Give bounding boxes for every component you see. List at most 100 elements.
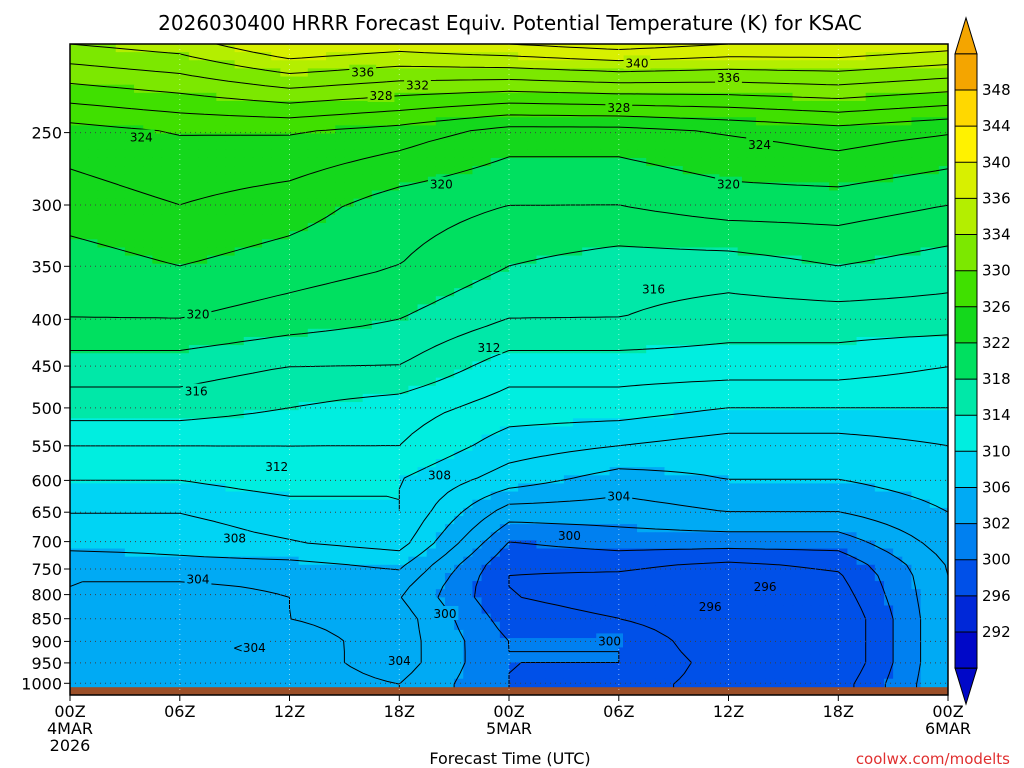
field-cell xyxy=(115,450,126,460)
field-cell xyxy=(938,141,948,151)
field-cell xyxy=(746,166,757,175)
field-cell xyxy=(929,157,940,167)
field-cell xyxy=(88,239,99,249)
field-cell xyxy=(774,206,784,216)
field-cell xyxy=(344,336,355,346)
field-cell xyxy=(97,109,108,118)
field-cell xyxy=(252,442,263,452)
field-cell xyxy=(499,149,510,159)
field-cell xyxy=(115,149,126,159)
field-cell xyxy=(582,125,592,135)
field-cell xyxy=(207,385,217,395)
field-cell xyxy=(774,214,784,224)
field-cell xyxy=(609,369,620,379)
field-cell xyxy=(591,279,602,289)
field-cell xyxy=(783,141,794,151)
field-cell xyxy=(911,109,922,118)
field-cell xyxy=(70,223,80,232)
field-cell xyxy=(664,198,675,208)
field-cell xyxy=(344,239,355,249)
field-cell xyxy=(97,68,108,78)
field-cell xyxy=(481,410,492,419)
field-cell xyxy=(216,109,227,118)
field-cell xyxy=(161,377,172,387)
field-cell xyxy=(792,84,803,94)
field-cell xyxy=(618,353,629,362)
field-cell xyxy=(600,141,611,151)
field-cell xyxy=(115,434,126,444)
field-cell xyxy=(728,450,739,460)
field-cell xyxy=(225,100,236,110)
field-cell xyxy=(774,320,784,330)
field-cell xyxy=(97,336,108,346)
field-cell xyxy=(600,426,611,436)
field-cell xyxy=(664,206,675,216)
field-cell xyxy=(737,426,748,436)
field-cell xyxy=(280,149,291,159)
field-cell xyxy=(719,345,730,354)
field-cell xyxy=(481,353,492,362)
field-cell xyxy=(362,377,373,387)
field-cell xyxy=(737,263,748,273)
field-cell xyxy=(298,44,309,53)
field-cell xyxy=(646,434,656,444)
field-cell xyxy=(335,410,345,419)
field-cell xyxy=(746,393,757,403)
field-cell xyxy=(188,141,199,151)
field-cell xyxy=(490,198,501,208)
field-cell xyxy=(390,141,400,151)
field-cell xyxy=(216,60,227,70)
field-cell xyxy=(143,263,153,273)
field-cell xyxy=(600,239,611,249)
field-cell xyxy=(509,296,519,305)
field-cell xyxy=(929,304,940,314)
field-cell xyxy=(198,402,208,411)
field-cell xyxy=(509,279,519,289)
field-cell xyxy=(627,174,638,183)
field-cell xyxy=(353,328,364,338)
field-cell xyxy=(911,141,922,151)
field-cell xyxy=(435,369,446,379)
field-cell xyxy=(106,92,117,102)
field-cell xyxy=(774,434,784,444)
field-cell xyxy=(536,44,547,53)
field-cell xyxy=(573,279,583,289)
field-cell xyxy=(417,402,428,411)
field-cell xyxy=(234,450,245,460)
field-cell xyxy=(179,239,190,249)
field-cell xyxy=(536,288,547,297)
field-cell xyxy=(70,231,80,240)
field-cell xyxy=(719,377,730,387)
field-cell xyxy=(655,133,666,143)
field-cell xyxy=(691,92,702,102)
field-cell xyxy=(481,149,492,159)
field-cell xyxy=(746,442,757,452)
field-cell xyxy=(755,198,766,208)
field-cell xyxy=(390,418,400,428)
field-cell xyxy=(152,157,163,167)
field-cell xyxy=(70,434,80,444)
field-cell xyxy=(124,141,135,151)
field-cell xyxy=(316,206,327,216)
field-cell xyxy=(801,279,812,289)
field-cell xyxy=(280,312,291,322)
field-cell xyxy=(472,190,483,200)
field-cell xyxy=(143,271,153,281)
field-cell xyxy=(70,263,80,273)
field-cell xyxy=(746,426,757,436)
field-cell xyxy=(755,459,766,468)
field-cell xyxy=(874,68,885,78)
field-cell xyxy=(426,141,437,151)
field-cell xyxy=(765,369,775,379)
field-cell xyxy=(902,190,913,200)
field-cell xyxy=(719,100,730,110)
field-cell xyxy=(518,459,528,468)
field-cell xyxy=(88,393,99,403)
field-cell xyxy=(810,426,821,436)
field-cell xyxy=(234,304,245,314)
field-cell xyxy=(518,182,528,192)
field-cell xyxy=(728,214,739,224)
field-cell xyxy=(865,385,876,395)
field-cell xyxy=(810,174,821,183)
field-cell xyxy=(710,52,720,61)
